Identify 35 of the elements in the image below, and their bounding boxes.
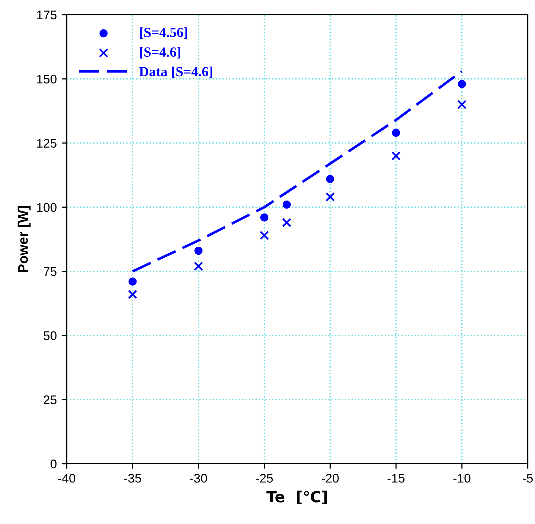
point	[458, 100, 467, 110]
y-tick-label: 125	[37, 139, 57, 148]
x-axis-title: Te [℃]	[266, 490, 328, 505]
point	[282, 218, 292, 228]
point	[128, 278, 137, 286]
point	[260, 214, 269, 222]
point	[458, 80, 466, 88]
x-tick-label: -5	[523, 474, 534, 483]
point	[260, 231, 270, 240]
y-tick-label: 75	[44, 268, 57, 276]
y-tick-label: 100	[37, 203, 57, 212]
point	[194, 246, 203, 256]
x-tick-label: -30	[190, 474, 208, 483]
x-tick-label: -15	[388, 474, 405, 483]
point	[326, 192, 336, 202]
legend-label: [S=4.56]	[140, 28, 188, 40]
point	[194, 262, 204, 272]
legend-label: [S=4.6]	[140, 47, 180, 59]
x-tick-label: -25	[256, 474, 274, 483]
x-tick-label: -40	[58, 474, 76, 483]
point	[326, 175, 335, 184]
point	[282, 200, 292, 209]
point	[392, 128, 400, 138]
x-tick-label: -20	[322, 474, 339, 483]
y-tick-label: 0	[50, 460, 57, 469]
y-tick-label: 50	[44, 332, 57, 340]
point	[128, 290, 138, 300]
x-tick-label: -35	[124, 474, 142, 483]
y-tick-label: 150	[37, 74, 57, 84]
point	[392, 151, 401, 161]
y-tick-label: 25	[44, 396, 57, 405]
y-tick-label: 175	[37, 10, 57, 20]
legend-label: Data [S=4.6]	[139, 66, 212, 78]
y-axis-title: Power [W]	[18, 206, 31, 273]
x-tick-label: -10	[454, 474, 471, 483]
